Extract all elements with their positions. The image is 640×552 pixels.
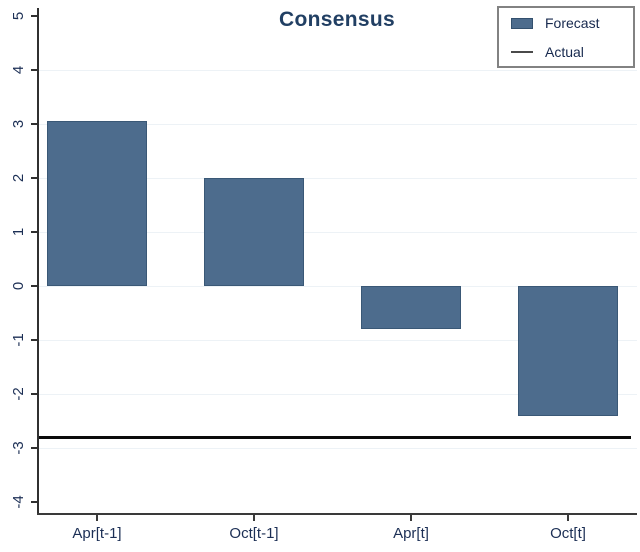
x-tick-Oct[t-1] [253,515,255,521]
y-tick--3 [31,447,37,449]
gridline-y-3 [37,447,637,449]
y-tick-label--2: -2 [9,387,27,401]
forecast-bar-swatch-icon [511,17,533,29]
gridline-y-2 [37,393,637,395]
y-tick-label-4: 4 [9,65,27,75]
forecast-bar-Oct[t-1] [204,178,304,286]
forecast-bar-Oct[t] [518,286,618,416]
actual-line [37,435,631,440]
y-tick--4 [31,501,37,503]
x-tick-label-Apr[t-1]: Apr[t-1] [72,525,122,542]
y-tick-0 [31,285,37,287]
y-tick-label-5: 5 [9,11,27,21]
y-tick-label--1: -1 [9,333,27,347]
y-tick-label-0: 0 [9,281,27,291]
y-axis-line [37,8,39,513]
chart-title: Consensus [279,8,395,31]
x-tick-label-Oct[t]: Oct[t] [550,525,586,542]
legend-item-actual: Actual [511,44,625,60]
y-tick--1 [31,339,37,341]
x-tick-label-Apr[t]: Apr[t] [393,525,429,542]
legend-label-actual: Actual [545,44,584,60]
x-tick-Apr[t] [410,515,412,521]
x-tick-Oct[t] [567,515,569,521]
x-axis-line [37,513,637,515]
legend-item-forecast: Forecast [511,15,625,31]
y-tick-1 [31,231,37,233]
y-tick-label--3: -3 [9,441,27,455]
x-tick-label-Oct[t-1]: Oct[t-1] [229,525,279,542]
forecast-bar-Apr[t-1] [47,121,147,286]
y-tick-3 [31,123,37,125]
gridline-y2 [37,177,637,179]
gridline-y4 [37,69,637,71]
gridline-y-1 [37,339,637,341]
legend-label-forecast: Forecast [545,15,600,31]
y-tick-label-3: 3 [9,119,27,129]
y-tick--2 [31,393,37,395]
y-tick-label-2: 2 [9,173,27,183]
gridline-y1 [37,231,637,233]
y-tick-label-1: 1 [9,227,27,237]
actual-line-swatch-icon [511,51,533,53]
y-tick-5 [31,15,37,17]
y-tick-label--4: -4 [9,495,27,509]
x-tick-Apr[t-1] [96,515,98,521]
gridline-y3 [37,123,637,125]
gridline-y0 [37,285,637,287]
y-tick-2 [31,177,37,179]
legend: Forecast Actual [497,6,635,68]
y-tick-4 [31,69,37,71]
forecast-bar-Apr[t] [361,286,461,330]
